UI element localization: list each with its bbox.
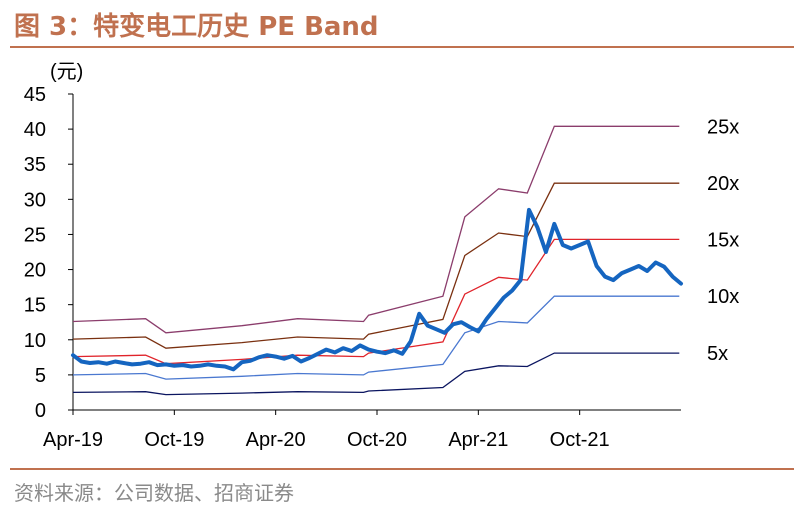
y-tick-label: 25 [24,224,46,246]
x-tick-label: Apr-21 [448,429,508,451]
y-tick-label: 5 [35,365,46,387]
pe-band-chart: (元) 0 5 10 15 20 25 30 35 40 45 Apr-19 Oct-19 Apr-2… [24,61,740,451]
band-label-20x: 20x [707,173,739,195]
y-tick-label: 0 [35,400,46,422]
pe-band-25x [72,125,680,334]
figure-title: 图 3：特变电工历史 PE Band [14,12,379,42]
band-labels: 25x 20x 15x 10x 5x [707,116,739,365]
y-tick-label: 10 [24,330,46,352]
pe-band-5x [72,352,680,396]
source-note: 资料来源：公司数据、招商证券 [14,481,294,505]
y-tick-label: 30 [24,189,46,211]
pe-band-10x [72,295,680,380]
x-tick-label: Apr-19 [43,429,103,451]
band-label-5x: 5x [707,343,728,365]
price-line [71,207,683,372]
y-tick-label: 20 [24,260,46,282]
y-tick-label: 40 [24,119,46,141]
pe-band-20x [72,182,680,349]
x-tick-labels: Apr-19 Oct-19 Apr-20 Oct-20 Apr-21 Oct-21 [43,429,610,451]
pe-band-lines [72,125,680,396]
band-label-15x: 15x [707,229,739,251]
x-tick-label: Oct-20 [347,429,407,451]
y-tick-labels: 0 5 10 15 20 25 30 35 40 45 [24,84,46,422]
x-tick-label: Apr-20 [246,429,306,451]
price-series-line [71,207,683,372]
y-tick-label: 15 [24,295,46,317]
title-divider [10,46,794,48]
footer-divider [10,468,794,470]
pe-band-15x [72,238,680,365]
band-label-10x: 10x [707,286,739,308]
x-tick-label: Oct-21 [550,429,610,451]
y-tick-label: 45 [24,84,46,106]
x-tick-label: Oct-19 [144,429,204,451]
y-tick-label: 35 [24,154,46,176]
y-axis-unit-label: (元) [50,61,83,83]
band-label-25x: 25x [707,116,739,138]
